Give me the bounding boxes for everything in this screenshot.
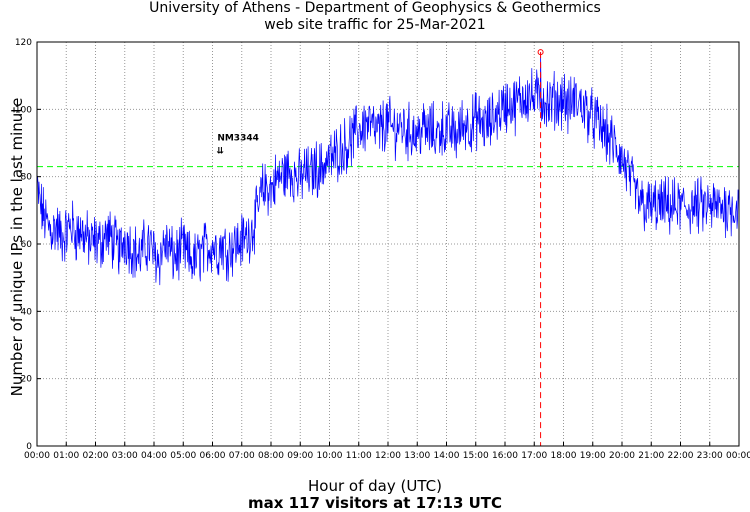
grid-lines (37, 42, 739, 446)
visitors-series-line (36, 52, 740, 286)
x-tick-label: 14:00 (434, 451, 460, 461)
max-marker-group (537, 49, 544, 446)
chart-subtitle: web site traffic for 25-Mar-2021 (264, 17, 486, 33)
x-tick-label: 08:00 (258, 451, 284, 461)
x-tick-label: 20:00 (609, 451, 635, 461)
x-tick-label: 22:00 (668, 451, 694, 461)
x-tick-label: 19:00 (580, 451, 606, 461)
x-tick-label: 13:00 (404, 451, 430, 461)
x-tick-label: 10:00 (317, 451, 343, 461)
x-tick-label: 00:00 (726, 451, 750, 461)
chart-title: University of Athens - Department of Geo… (149, 0, 601, 16)
x-tick-label: 21:00 (638, 451, 664, 461)
event-arrows: ⇊ (216, 146, 224, 156)
x-tick-label: 15:00 (463, 451, 489, 461)
y-tick-label: 80 (21, 173, 33, 183)
max-point-marker (537, 49, 544, 56)
x-tick-label: 12:00 (375, 451, 401, 461)
y-tick-label: 0 (26, 442, 32, 452)
max-visitors-summary: max 117 visitors at 17:13 UTC (247, 494, 503, 512)
x-tick-label: 01:00 (53, 451, 79, 461)
x-tick-label: 23:00 (697, 451, 723, 461)
x-axis-label: Hour of day (UTC) (308, 477, 442, 495)
y-tick-label: 120 (15, 38, 32, 48)
x-tick-label: 02:00 (83, 451, 109, 461)
x-tick-label: 11:00 (346, 451, 372, 461)
series-group (36, 52, 740, 286)
x-tick-label: 09:00 (287, 451, 313, 461)
event-annotation-label: NM3344 (217, 133, 259, 143)
x-axis-ticks: 00:00 01:00 02:00 03:00 04:00 05:00 06:00 07:00… (24, 442, 750, 461)
x-tick-label: 03:00 (112, 451, 138, 461)
x-tick-label: 04:00 (141, 451, 167, 461)
y-tick-label: 60 (21, 240, 33, 250)
x-tick-label: 00:00 (24, 451, 50, 461)
x-tick-label: 05:00 (170, 451, 196, 461)
y-tick-label: 20 (21, 375, 33, 385)
x-tick-label: 07:00 (229, 451, 255, 461)
x-tick-label: 18:00 (551, 451, 577, 461)
x-tick-label: 06:00 (200, 451, 226, 461)
x-tick-label: 16:00 (492, 451, 518, 461)
y-tick-label: 100 (15, 105, 32, 115)
y-tick-label: 40 (21, 307, 33, 317)
annotation-group: NM3344 ⇊ (216, 133, 259, 156)
x-tick-label: 17:00 (521, 451, 547, 461)
y-axis-ticks: 0 20 40 60 80 100 120 (15, 38, 41, 452)
